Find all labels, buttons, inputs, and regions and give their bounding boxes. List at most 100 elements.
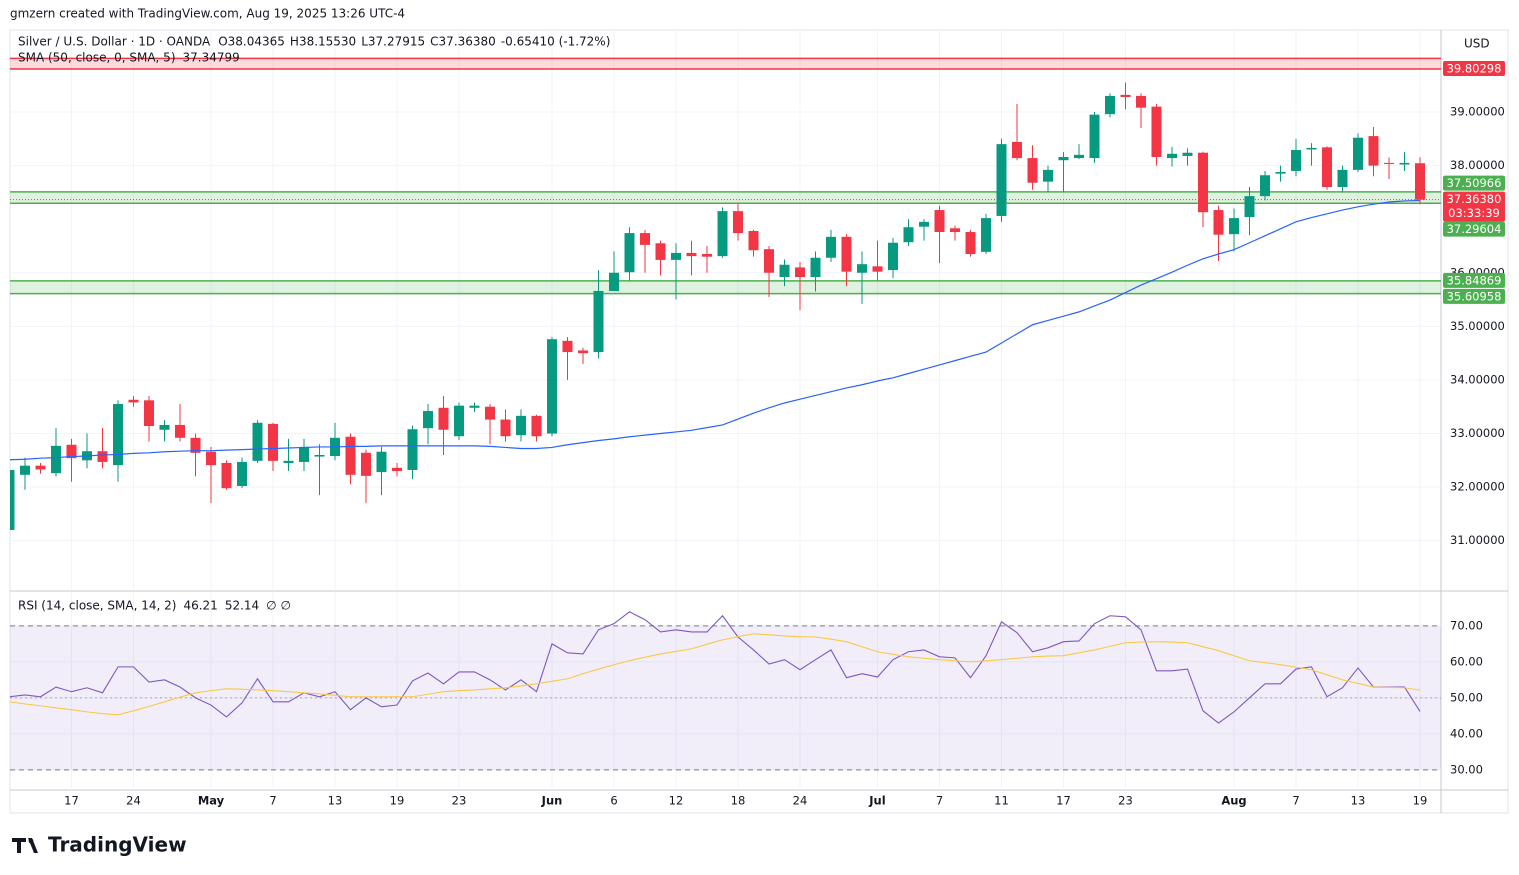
candle-body (500, 419, 511, 437)
candle-body (1337, 169, 1348, 188)
candle-body (702, 254, 712, 257)
candle-body (1275, 172, 1286, 174)
candle-body (469, 405, 480, 408)
candle-body (1415, 163, 1425, 200)
candle-body (779, 264, 790, 278)
candle-body (1058, 157, 1069, 161)
candle-body (578, 350, 588, 354)
price-pane (10, 82, 1441, 530)
candle-body (748, 230, 759, 251)
candle-body (1043, 169, 1053, 182)
candle-body (903, 227, 914, 243)
candle-body (392, 467, 402, 472)
rsi-line (10, 633, 1421, 716)
rsi-line (10, 611, 1421, 724)
candle-body (686, 252, 697, 257)
rsi-tick-label: 50.00 (1450, 690, 1483, 704)
candle-body (1027, 158, 1038, 183)
rsi-legend-extra: ∅ ∅ (266, 599, 291, 613)
ohlc-key: C (430, 35, 438, 49)
candle-body (1012, 142, 1022, 159)
ohlc-value: -0.65410 (-1.72%) (501, 35, 611, 49)
frame (9, 29, 1509, 814)
x-tick-label: 19 (390, 794, 405, 808)
candle-body (97, 451, 108, 462)
x-tick-label: 11 (994, 794, 1009, 808)
zone (10, 58, 1441, 69)
candle-body (1306, 147, 1317, 150)
x-tick-label: 19 (1413, 794, 1428, 808)
candle-body (516, 415, 526, 436)
price-label-box (1443, 175, 1505, 191)
candle-body (407, 429, 418, 470)
rsi-legend-value: 46.21 (183, 599, 217, 613)
last-price-label: 37.36380 (1447, 192, 1502, 206)
candle-body (221, 462, 232, 489)
candle-body (562, 340, 573, 353)
candle-body (1089, 114, 1100, 159)
price-label-box (1443, 221, 1505, 237)
price-label-box (1443, 272, 1505, 288)
x-tick-label: 7 (936, 794, 943, 808)
y-tick-label: 32.00000 (1450, 480, 1505, 494)
rsi-tick-label: 40.00 (1450, 726, 1483, 740)
candle-body (20, 465, 30, 475)
logo: TradingView (12, 833, 187, 857)
ohlc-value: 37.36380 (439, 35, 496, 49)
candle-body (299, 446, 309, 462)
x-tick-label: 17 (64, 794, 79, 808)
candle-body (438, 407, 449, 430)
candle-body (1198, 152, 1208, 213)
legend: Silver / U.S. Dollar · 1D · OANDA O 38.043… (18, 35, 610, 613)
rsi-tick-label: 70.00 (1450, 618, 1483, 632)
x-tick-label: 23 (1118, 794, 1133, 808)
candle-body (531, 415, 542, 437)
logo-dot (28, 838, 34, 844)
candle-body (1399, 162, 1410, 165)
candle-body (1105, 95, 1115, 115)
y-tick-label: 39.00000 (1450, 104, 1505, 118)
candle-body (144, 400, 154, 427)
candle-body (981, 218, 991, 252)
x-tick-label: Jul (868, 794, 885, 808)
candle-body (841, 236, 852, 272)
price-label: 39.80298 (1447, 61, 1502, 75)
x-tick-label: May (198, 794, 225, 808)
candle-body (190, 437, 201, 453)
x-tick-label: 13 (328, 794, 343, 808)
candle-body (35, 465, 46, 470)
x-tick-label: Jun (541, 794, 563, 808)
credit: gmzern created with TradingView.com, Aug… (10, 7, 405, 21)
candle-body (671, 252, 681, 260)
axes: 17 24 May 7 13 19 23 Jun 6 12 18 24 Jul 7 11 17 23 Aug 7 13… (64, 60, 1505, 808)
candle-body (51, 445, 61, 474)
candle-body (965, 232, 976, 254)
ohlc-key: O (218, 35, 227, 49)
candle-body (485, 406, 495, 420)
candle-body (950, 228, 960, 233)
ohlc-value: 38.04365 (228, 35, 285, 49)
candle-body (1167, 153, 1177, 159)
candle-body (733, 211, 743, 234)
zone (10, 280, 1441, 294)
logo-text: TradingView (48, 833, 187, 857)
candle-body (1368, 136, 1379, 166)
x-tick-label: 7 (269, 794, 276, 808)
x-tick-label: 12 (669, 794, 684, 808)
ohlc-key: L (361, 35, 368, 49)
x-tick-label: 17 (1056, 794, 1071, 808)
candle-body (1260, 175, 1270, 197)
x-tick-label: 6 (610, 794, 617, 808)
candle-body (345, 436, 356, 475)
ohlc-key: H (290, 35, 299, 49)
currency: USD (1464, 37, 1490, 51)
ohlc-value: 38.15530 (299, 35, 356, 49)
candle-body (872, 266, 883, 272)
candle-body (609, 272, 619, 291)
candle-body (423, 411, 433, 429)
candle-body (66, 444, 77, 459)
zone (10, 191, 1441, 204)
candle-body (826, 236, 836, 258)
rsi-legend-value: 52.14 (225, 599, 259, 613)
